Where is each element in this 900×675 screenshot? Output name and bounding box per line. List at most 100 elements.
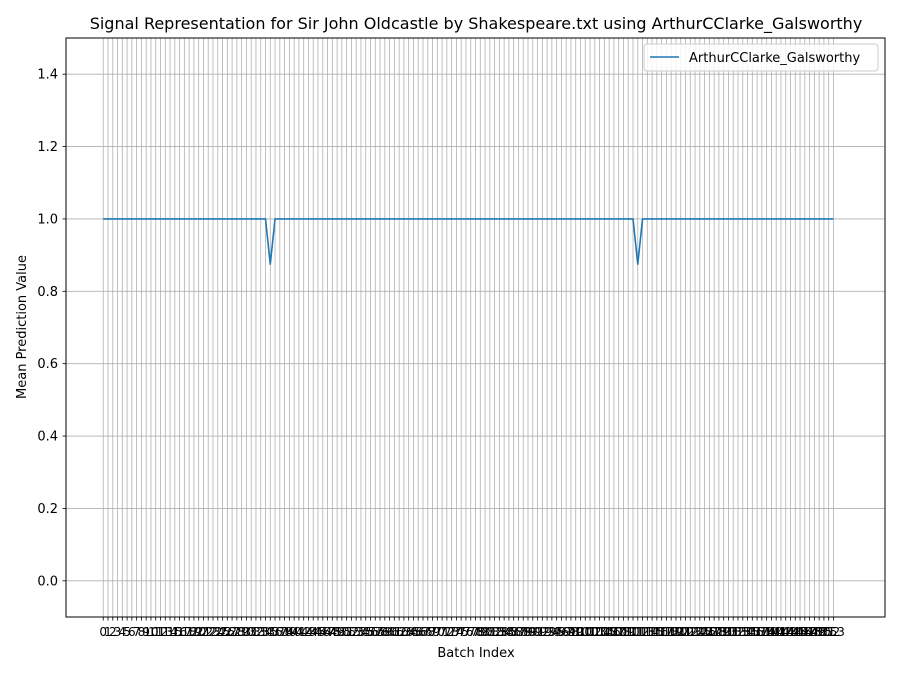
x-tick-label: 63 [396,625,411,639]
x-tick-label: 59 [377,625,392,639]
x-tick-label: 2 [109,625,117,639]
x-tick-label: 97 [559,625,574,639]
x-tick-label: 128 [703,625,726,639]
x-tick-label: 104 [588,625,611,639]
x-tick-label: 72 [439,625,454,639]
x-tick-label: 120 [665,625,688,639]
x-tick-label: 123 [679,625,702,639]
x-tick-label: 149 [803,625,826,639]
x-tick-label: 121 [669,625,692,639]
x-tick-label: 132 [722,625,745,639]
x-tick-label: 83 [492,625,507,639]
x-tick-label: 36 [267,625,282,639]
x-tick-label: 87 [511,625,526,639]
x-tick-label: 5 [123,625,131,639]
x-tick-label: 130 [712,625,735,639]
x-tick-label: 88 [516,625,531,639]
y-axis: 0.0 0.2 0.4 0.6 0.8 1.0 1.2 1.4 [37,68,66,589]
y-tick-label: 1.0 [37,212,58,227]
grid [66,38,885,617]
x-tick-label: 98 [563,625,578,639]
x-tick-label: 31 [244,625,259,639]
x-tick-label: 69 [425,625,440,639]
x-tick-label: 105 [593,625,616,639]
x-tick-label: 44 [306,625,321,639]
x-tick-label: 151 [812,625,835,639]
x-tick-label: 75 [454,625,469,639]
x-tick-label: 11 [148,625,163,639]
x-tick-label: 125 [688,625,711,639]
x-tick-label: 148 [798,625,821,639]
x-tick-label: 64 [401,625,416,639]
x-tick-label: 37 [272,625,287,639]
x-tick-label: 20 [191,625,206,639]
x-tick-label: 102 [579,625,602,639]
x-tick-label: 43 [301,625,316,639]
x-tick-label: 32 [248,625,263,639]
x-tick-label: 70 [430,625,445,639]
x-tick-label: 118 [655,625,678,639]
series-layer [103,218,834,265]
x-tick-label: 16 [172,625,187,639]
x-tick-label: 30 [239,625,254,639]
x-tick-label: 119 [660,625,683,639]
x-tick-label: 113 [631,625,654,639]
x-tick-label: 76 [458,625,473,639]
x-tick-label: 66 [411,625,426,639]
x-tick-label: 77 [463,625,478,639]
x-tick-label: 12 [153,625,168,639]
x-tick-label: 146 [789,625,812,639]
x-tick-label: 153 [822,625,845,639]
x-tick-label: 38 [277,625,292,639]
x-tick-label: 33 [253,625,268,639]
x-tick-label: 23 [205,625,220,639]
x-tick-label: 62 [391,625,406,639]
x-tick-label: 138 [750,625,773,639]
x-tick-label: 109 [612,625,635,639]
x-tick-label: 101 [574,625,597,639]
x-tick-label: 52 [344,625,359,639]
x-tick-label: 110 [617,625,640,639]
x-tick-label: 58 [372,625,387,639]
x-tick-label: 127 [698,625,721,639]
x-tick-label: 15 [167,625,182,639]
x-tick-label: 137 [746,625,769,639]
x-tick-label: 85 [501,625,516,639]
x-tick-label: 93 [539,625,554,639]
x-tick-label: 25 [215,625,230,639]
x-tick-label: 150 [808,625,831,639]
x-tick-label: 135 [736,625,759,639]
x-tick-label: 4 [118,625,126,639]
x-tick-label: 47 [320,625,335,639]
x-tick-label: 131 [717,625,740,639]
x-tick-label: 60 [382,625,397,639]
x-tick-label: 108 [607,625,630,639]
y-tick-label: 0.2 [37,502,58,517]
x-tick-label: 19 [186,625,201,639]
x-tick-label: 7 [133,625,141,639]
x-tick-label: 99 [568,625,583,639]
y-tick-label: 1.2 [37,140,58,155]
x-tick-label: 100 [569,625,592,639]
y-tick-label: 0.4 [37,430,58,445]
x-tick-label: 112 [626,625,649,639]
x-tick-label: 8 [138,625,146,639]
x-tick-label: 139 [755,625,778,639]
legend-box [643,43,879,72]
x-tick-label: 6 [128,625,136,639]
x-tick-label: 95 [549,625,564,639]
x-tick-label: 96 [554,625,569,639]
y-tick-label: 0.8 [37,285,58,300]
y-tick-label: 0.0 [37,574,58,589]
x-tick-label: 89 [520,625,535,639]
chart-title: Signal Representation for Sir John Oldca… [90,14,863,34]
x-tick-label: 51 [339,625,354,639]
x-tick-label: 126 [693,625,716,639]
x-tick-label: 14 [162,625,177,639]
x-tick-label: 122 [674,625,697,639]
x-tick-label: 42 [296,625,311,639]
x-tick-label: 53 [349,625,364,639]
x-tick-label: 27 [224,625,239,639]
x-tick-label: 107 [602,625,625,639]
